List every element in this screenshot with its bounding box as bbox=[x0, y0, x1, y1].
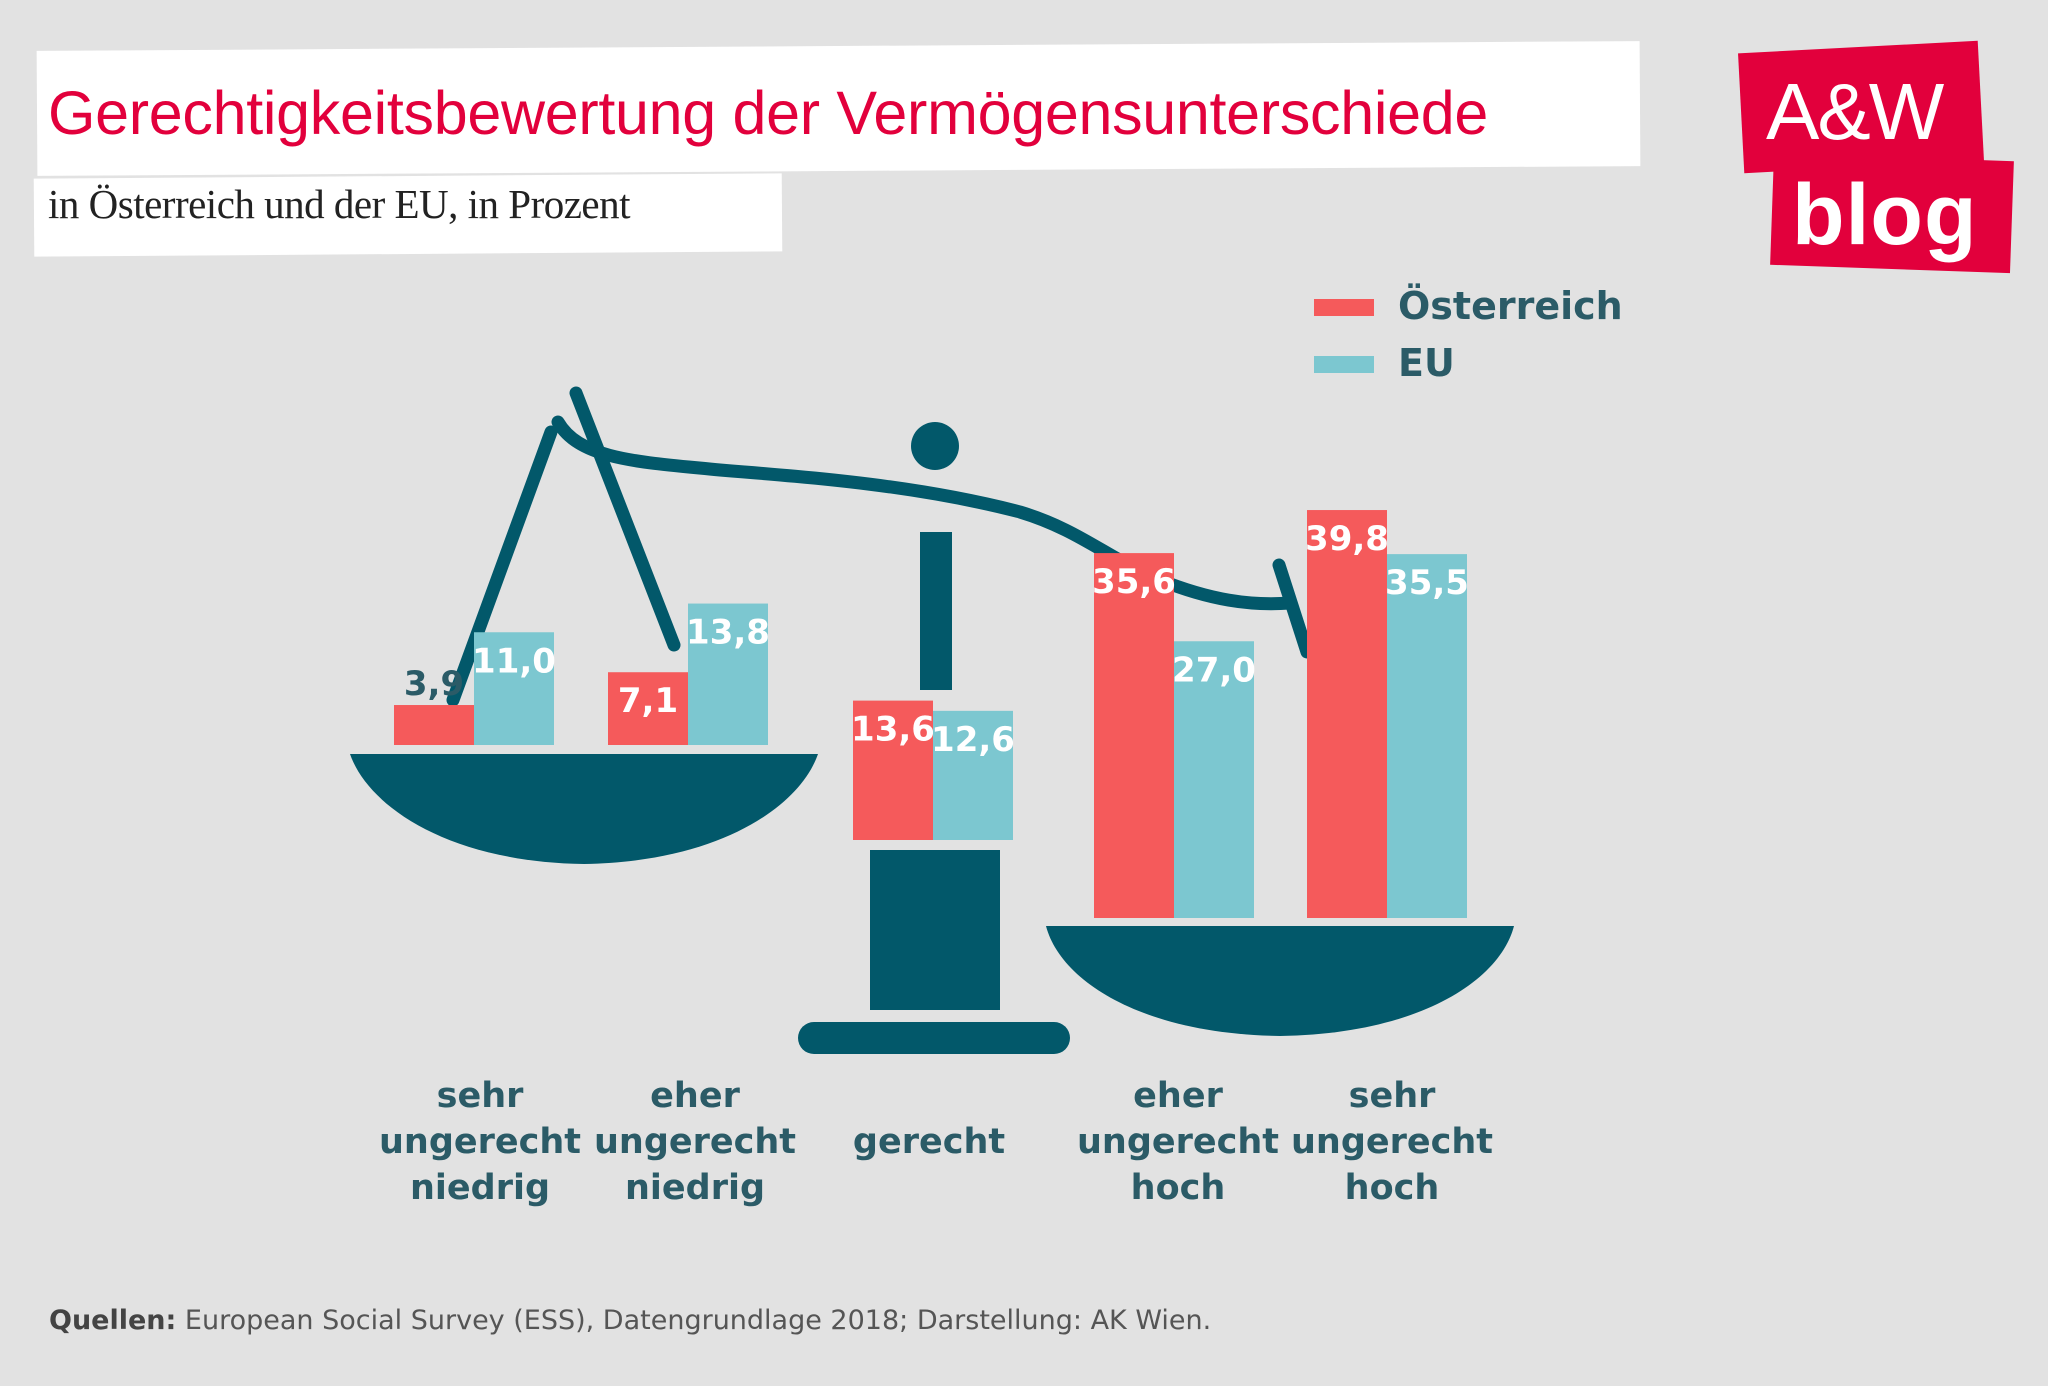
bar-eu-2 bbox=[688, 603, 768, 745]
bar-eu-1 bbox=[474, 632, 554, 745]
data-label-eu-2: 13,8 bbox=[686, 613, 770, 653]
category-label-eher-ungerecht-hoch: eher ungerecht hoch bbox=[1076, 1076, 1280, 1208]
chart-subtitle: in Österreich und der EU, in Prozent bbox=[48, 181, 631, 227]
bar-eu-5 bbox=[1387, 554, 1467, 918]
bar-eu-4 bbox=[1174, 641, 1254, 918]
chart-title: Gerechtigkeitsbewertung der Vermögensunt… bbox=[48, 79, 1488, 147]
category-label-eher-ungerecht-niedrig: eher ungerecht niedrig bbox=[593, 1076, 797, 1208]
left-hanger-left bbox=[446, 425, 558, 707]
bars-layer: 3,9 7,1 13,6 35,6 39,8 11,0 13,8 12,6 27,0 35,5 bbox=[394, 510, 1469, 918]
data-label-eu-5: 35,5 bbox=[1385, 563, 1469, 603]
scale-top-knob bbox=[911, 422, 959, 470]
scale-beam bbox=[551, 415, 1297, 611]
legend-swatch-oesterreich bbox=[1314, 299, 1374, 316]
data-label-oesterreich-2: 7,1 bbox=[618, 681, 678, 721]
bar-oesterreich-1 bbox=[394, 705, 474, 745]
source-text: European Social Survey (ESS), Datengrund… bbox=[176, 1305, 1212, 1336]
bar-eu-3 bbox=[933, 710, 1013, 840]
category-label-sehr-ungerecht-niedrig: sehr ungerecht niedrig bbox=[378, 1076, 582, 1208]
data-label-oesterreich-3: 13,6 bbox=[851, 710, 935, 750]
legend-label-oesterreich: Österreich bbox=[1398, 284, 1623, 328]
source-label: Quellen: bbox=[49, 1305, 177, 1336]
data-label-eu-4: 27,0 bbox=[1172, 650, 1256, 690]
logo-blog-text: blog bbox=[1792, 167, 1978, 263]
category-label-gerecht: gerecht bbox=[852, 1122, 1006, 1162]
right-pan-bowl bbox=[1046, 926, 1514, 1036]
bar-oesterreich-3 bbox=[853, 700, 933, 840]
data-label-oesterreich-4: 35,6 bbox=[1092, 562, 1176, 602]
bar-oesterreich-4 bbox=[1094, 553, 1174, 918]
data-label-eu-3: 12,6 bbox=[931, 720, 1015, 760]
balance-scale-illustration bbox=[350, 422, 1514, 1054]
balance-scale-lines bbox=[446, 386, 1314, 707]
source-footer: Quellen: European Social Survey (ESS), D… bbox=[49, 1305, 1211, 1336]
legend-swatch-eu bbox=[1314, 356, 1374, 373]
logo-aw-text: A&W bbox=[1766, 67, 1944, 156]
right-hanger bbox=[1272, 558, 1314, 659]
scale-upper-post bbox=[920, 532, 952, 690]
data-label-oesterreich-5: 39,8 bbox=[1305, 519, 1389, 559]
scale-base bbox=[798, 1022, 1070, 1054]
category-label-sehr-ungerecht-hoch: sehr ungerecht hoch bbox=[1290, 1076, 1494, 1208]
scale-column bbox=[870, 850, 1000, 1010]
data-label-eu-1: 11,0 bbox=[472, 641, 556, 681]
bar-oesterreich-5 bbox=[1307, 510, 1387, 918]
left-hanger-right bbox=[569, 386, 681, 652]
left-pan-bowl bbox=[350, 754, 818, 864]
bar-oesterreich-2 bbox=[608, 672, 688, 745]
legend-label-eu: EU bbox=[1398, 341, 1455, 385]
data-label-oesterreich-1: 3,9 bbox=[404, 664, 464, 704]
